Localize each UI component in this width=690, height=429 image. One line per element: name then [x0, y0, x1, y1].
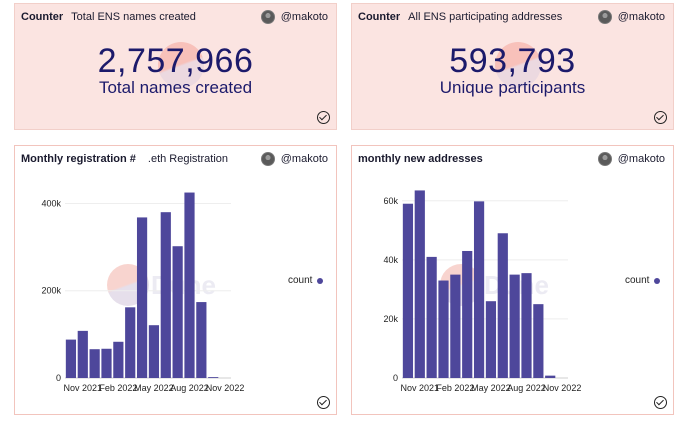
dune-logo-watermark: [494, 42, 541, 88]
card-subtitle[interactable]: .eth Registration: [147, 153, 229, 165]
y-tick-label: 40k: [383, 255, 398, 265]
x-tick-label: Aug 2022: [170, 383, 209, 393]
author-name: @makoto: [280, 153, 328, 165]
bar-dec-2021[interactable]: [89, 349, 100, 378]
chart-card-monthly-registration[interactable]: Monthly registration # .eth Registration…: [14, 145, 337, 415]
bar-jul-2022[interactable]: [509, 274, 520, 378]
bar-oct-2021[interactable]: [65, 339, 77, 378]
y-tick-label: 0: [56, 373, 61, 383]
author[interactable]: @makoto: [260, 152, 328, 166]
card-title[interactable]: monthly new addresses: [358, 153, 483, 165]
card-header: monthly new addresses @makoto: [352, 146, 673, 172]
bar-nov-2021[interactable]: [414, 190, 425, 378]
y-tick-label: 400k: [41, 198, 61, 208]
y-tick-label: 0: [393, 373, 398, 383]
bar-feb-2022[interactable]: [113, 341, 124, 378]
bar-aug-2022[interactable]: [521, 273, 532, 378]
x-tick-label: Nov 2022: [543, 383, 582, 393]
author-name: @makoto: [280, 11, 328, 23]
counter-label: Total names created: [98, 78, 253, 97]
bar-feb-2022[interactable]: [450, 274, 461, 378]
card-kind: Counter: [21, 11, 64, 23]
bar-sep-2022[interactable]: [533, 304, 544, 378]
check-circle-icon: [317, 396, 330, 409]
bar-apr-2022[interactable]: [136, 217, 148, 378]
x-tick-label: May 2022: [134, 383, 174, 393]
check-circle-icon: [654, 396, 667, 409]
bar-apr-2022[interactable]: [473, 201, 485, 378]
bar-mar-2022[interactable]: [125, 307, 136, 378]
bar-sep-2022[interactable]: [196, 302, 207, 378]
avatar: [260, 152, 275, 166]
author[interactable]: @makoto: [597, 152, 665, 166]
y-tick-label: 60k: [383, 196, 398, 206]
legend-swatch: [317, 277, 324, 284]
bar-oct-2022[interactable]: [545, 375, 556, 378]
chart-card-monthly-new-addresses[interactable]: monthly new addresses @makoto Dune 020k4…: [351, 145, 674, 415]
bar-may-2022[interactable]: [485, 301, 497, 378]
counter-card-participants[interactable]: Counter All ENS participating addresses …: [351, 3, 674, 130]
author[interactable]: @makoto: [260, 10, 328, 24]
x-tick-label: Nov 2021: [401, 383, 440, 393]
card-title[interactable]: Total ENS names created: [71, 11, 196, 23]
bar-jun-2022[interactable]: [160, 212, 171, 378]
check-circle-icon: [317, 111, 330, 124]
legend-label: count: [288, 275, 313, 286]
author-name: @makoto: [617, 11, 665, 23]
x-tick-label: Nov 2021: [64, 383, 103, 393]
bar-jul-2022[interactable]: [172, 246, 183, 378]
y-tick-label: 20k: [383, 314, 398, 324]
legend[interactable]: count: [625, 275, 661, 286]
card-title[interactable]: Monthly registration #: [21, 153, 136, 165]
bar-mar-2022[interactable]: [462, 250, 473, 378]
bar-jan-2022[interactable]: [101, 348, 112, 378]
bar-jun-2022[interactable]: [497, 233, 508, 378]
counter-card-total-names[interactable]: Counter Total ENS names created @makoto …: [14, 3, 337, 130]
x-tick-label: Nov 2022: [206, 383, 245, 393]
card-kind: Counter: [358, 11, 401, 23]
bar-oct-2021[interactable]: [402, 203, 414, 378]
card-header: Counter All ENS participating addresses …: [352, 4, 673, 30]
card-header: Counter Total ENS names created @makoto: [15, 4, 336, 30]
legend-swatch: [654, 277, 661, 284]
counter-label: Unique participants: [439, 78, 586, 97]
counter-value: 2,757,966: [97, 42, 254, 80]
x-tick-label: Feb 2022: [436, 383, 474, 393]
card-header: Monthly registration # .eth Registration…: [15, 146, 336, 172]
counter-value: 593,793: [449, 42, 576, 80]
card-title[interactable]: All ENS participating addresses: [408, 11, 563, 23]
check-circle-icon: [654, 111, 667, 124]
bar-oct-2022[interactable]: [208, 377, 219, 378]
legend[interactable]: count: [288, 275, 324, 286]
x-tick-label: May 2022: [471, 383, 511, 393]
avatar: [597, 152, 612, 166]
y-tick-label: 200k: [41, 286, 61, 296]
x-tick-label: Feb 2022: [99, 383, 137, 393]
bar-aug-2022[interactable]: [184, 192, 195, 378]
bar-dec-2021[interactable]: [426, 256, 437, 378]
dune-logo-watermark: [157, 42, 204, 88]
legend-label: count: [625, 275, 650, 286]
author[interactable]: @makoto: [597, 10, 665, 24]
x-tick-label: Aug 2022: [507, 383, 546, 393]
bar-nov-2021[interactable]: [77, 330, 88, 378]
author-name: @makoto: [617, 153, 665, 165]
bar-may-2022[interactable]: [148, 325, 160, 378]
avatar: [260, 10, 275, 24]
avatar: [597, 10, 612, 24]
bar-jan-2022[interactable]: [438, 280, 449, 378]
